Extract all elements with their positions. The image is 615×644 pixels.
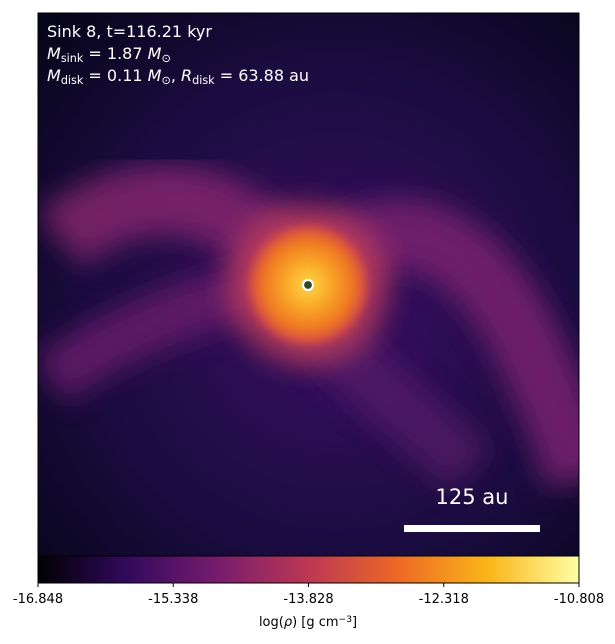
annotation: Sink 8, t=116.21 kyr xyxy=(47,22,212,41)
subscript: sink xyxy=(61,52,84,65)
text-run: ] xyxy=(352,615,357,630)
text-run: , xyxy=(171,66,181,85)
math-symbol: ρ xyxy=(284,615,293,630)
annotation: Msink = 1.87 M⊙ xyxy=(47,44,171,65)
subscript: disk xyxy=(61,74,84,87)
text-run: = 63.88 au xyxy=(215,66,309,85)
text-run: log( xyxy=(259,615,284,630)
math-symbol: M xyxy=(47,44,61,63)
colorbar-tick-label: -13.828 xyxy=(283,592,333,607)
subscript: ⊙ xyxy=(161,52,170,65)
math-symbol: M xyxy=(47,66,61,85)
math-symbol: M xyxy=(148,44,162,63)
text-run: Sink 8, t=116.21 kyr xyxy=(47,22,212,41)
sink-marker xyxy=(301,278,315,292)
math-symbol: R xyxy=(181,66,192,85)
density-image xyxy=(38,13,579,556)
colorbar-tick-label: -16.848 xyxy=(13,592,63,607)
colorbar-tick-label: -10.808 xyxy=(554,592,604,607)
subscript: disk xyxy=(192,74,215,87)
text-run: = 1.87 xyxy=(83,44,147,63)
colorbar xyxy=(37,555,580,584)
text-run: = 0.11 xyxy=(83,66,147,85)
math-symbol: M xyxy=(148,66,162,85)
superscript: −3 xyxy=(339,615,353,625)
annotation: Mdisk = 0.11 M⊙, Rdisk = 63.88 au xyxy=(47,66,309,87)
colorbar-label: log(ρ) [g cm−3] xyxy=(259,615,357,630)
text-run: ) [g cm xyxy=(292,615,338,630)
scale-bar xyxy=(404,525,540,532)
colorbar-tick-label: -12.318 xyxy=(419,592,469,607)
scale-bar-label: 125 au xyxy=(436,485,509,509)
subscript: ⊙ xyxy=(161,74,170,87)
colorbar-tick-label: -15.338 xyxy=(148,592,198,607)
